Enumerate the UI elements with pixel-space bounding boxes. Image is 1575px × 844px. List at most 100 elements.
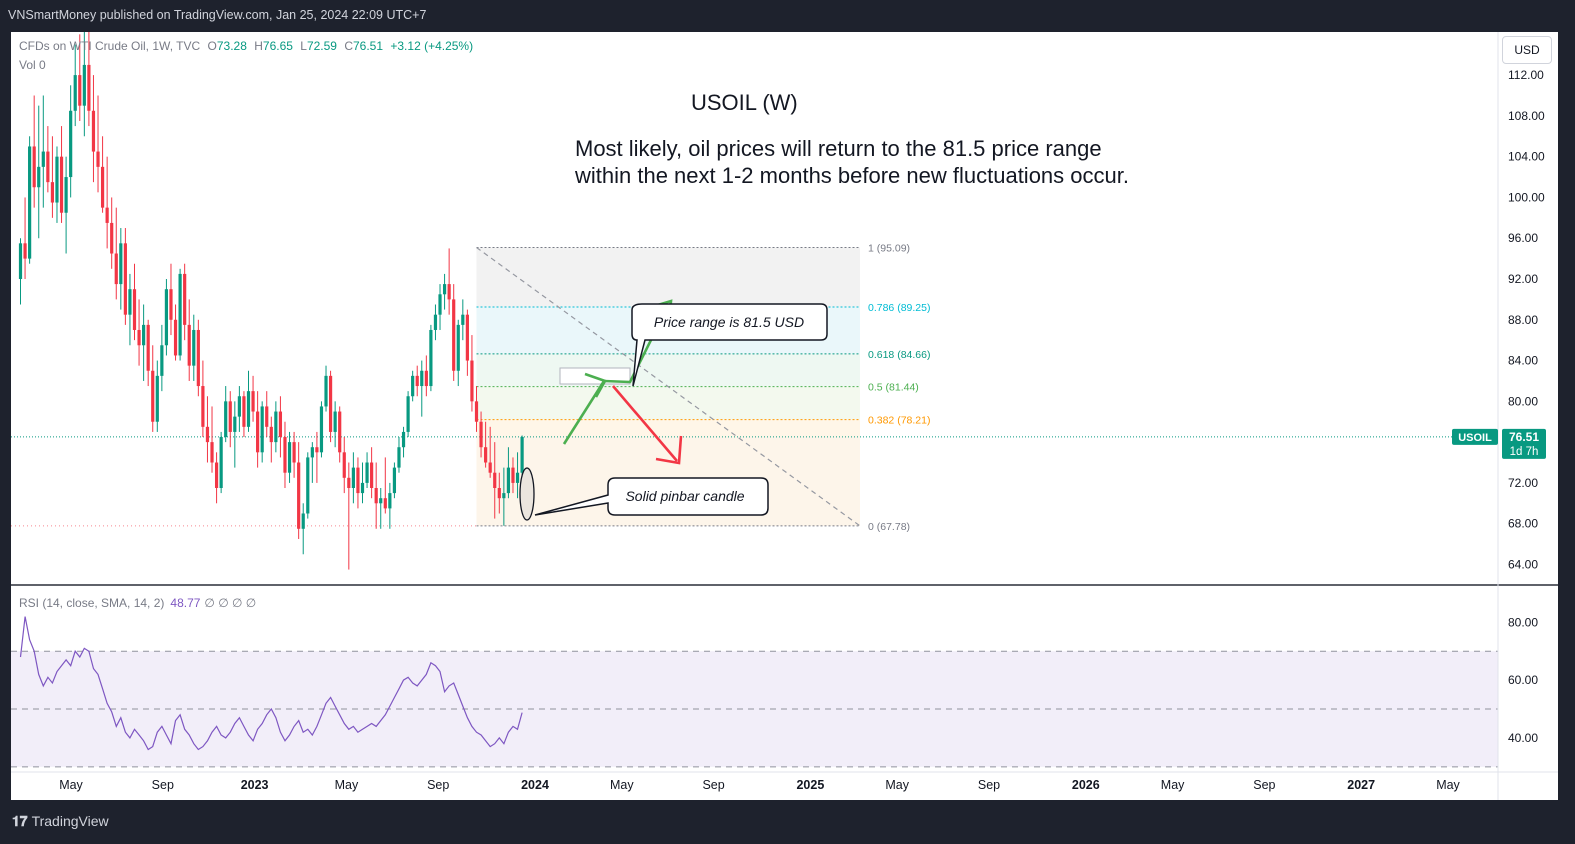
candle-body xyxy=(461,314,465,325)
arrow-down-head xyxy=(655,435,683,465)
candle-body xyxy=(383,498,387,509)
price-tick-label: 92.00 xyxy=(1508,272,1538,286)
candle-body xyxy=(474,401,479,422)
rsi-pane xyxy=(11,616,1498,768)
candle-body xyxy=(406,396,410,432)
candle-body xyxy=(105,207,109,223)
tradingview-logo[interactable]: 𝟏𝟕 TradingView xyxy=(12,813,109,830)
fib-trend-line xyxy=(476,247,861,527)
candle-body xyxy=(91,110,96,152)
time-tick-label: Sep xyxy=(1253,778,1275,792)
fib-level-label: 1 (95.09) xyxy=(868,242,910,254)
price-tick-label: 72.00 xyxy=(1508,476,1538,490)
last-price-text: 76.51 xyxy=(1509,430,1539,444)
tv-logo-icon: 𝟏𝟕 xyxy=(12,813,28,829)
candle-body xyxy=(356,467,360,494)
candle-body xyxy=(256,411,260,453)
candle-body xyxy=(324,375,328,407)
candle-body xyxy=(114,253,118,285)
annotation-line-2: within the next 1-2 months before new fl… xyxy=(575,163,1129,188)
rsi-legend: RSI (14, close, SMA, 14, 2) 48.77 ∅ ∅ ∅ ∅ xyxy=(19,596,256,610)
candle-body xyxy=(397,447,401,468)
symbol-tag xyxy=(1452,428,1498,445)
candle-body xyxy=(433,314,438,330)
candle-body xyxy=(260,406,264,453)
candle-body xyxy=(59,156,64,213)
axes: 64.0068.0072.0076.0080.0084.0088.0092.00… xyxy=(11,32,1558,800)
rsi-label: RSI (14, close, SMA, 14, 2) xyxy=(19,596,165,610)
candle-body xyxy=(23,243,27,259)
annotation-title: USOIL (W) xyxy=(691,90,798,115)
candle-body xyxy=(169,289,173,320)
candle-body xyxy=(278,411,283,438)
candle-body xyxy=(424,370,428,387)
publisher-text: VNSmartMoney published on TradingView.co… xyxy=(8,8,427,22)
fib-level-label: 0.5 (81.44) xyxy=(868,382,919,394)
candle-body xyxy=(306,457,310,514)
open-label: O xyxy=(207,39,217,53)
candle-body xyxy=(246,391,251,427)
candle-body xyxy=(242,396,246,427)
change-value: +3.12 (+4.25%) xyxy=(390,39,474,53)
candle-body xyxy=(78,75,82,106)
target-zone-box xyxy=(559,367,631,385)
symbol-name: CFDs on WTI Crude Oil, 1W, TVC xyxy=(19,39,201,53)
chart-frame[interactable]: 1 (95.09) 0.786 (89.25) 0.618 (84.66) 0.5 (… xyxy=(11,32,1558,800)
time-tick-label: May xyxy=(335,778,359,792)
candle-body xyxy=(497,487,501,499)
candle-body xyxy=(32,146,36,188)
candle-body xyxy=(310,447,314,458)
candle-body xyxy=(465,314,469,361)
candle-body xyxy=(452,299,456,371)
candle-body xyxy=(183,273,187,325)
price-tick-label: 112.00 xyxy=(1508,68,1544,82)
rsi-tick-label: 40.00 xyxy=(1508,731,1538,745)
candle-body xyxy=(164,289,169,346)
price-tick-label: 100.00 xyxy=(1508,190,1545,204)
candle-body xyxy=(82,64,86,106)
candle-body xyxy=(160,345,164,376)
arrow-up-head-1 xyxy=(584,372,607,398)
time-tick-label: Sep xyxy=(427,778,449,792)
time-tick-label: May xyxy=(885,778,909,792)
candle-body xyxy=(46,151,50,183)
candle-body xyxy=(228,401,232,432)
candle-body xyxy=(493,472,497,488)
drawings[interactable]: Price range is 81.5 USD Solid pinbar cand… xyxy=(519,299,828,521)
annotation-line-1: Most likely, oil prices will return to t… xyxy=(575,136,1102,161)
symbol-tag-text: USOIL xyxy=(1458,432,1492,444)
candle-body xyxy=(429,329,433,387)
candle-body xyxy=(392,467,397,494)
currency-button[interactable]: USD xyxy=(1502,36,1552,64)
candle-body xyxy=(151,370,155,422)
candle-body xyxy=(515,472,520,483)
time-tick-label: 2027 xyxy=(1347,778,1375,792)
price-tick-label: 64.00 xyxy=(1508,557,1538,571)
fib-level-label: 0.786 (89.25) xyxy=(868,302,930,314)
candle-body xyxy=(210,442,214,463)
low-label: L xyxy=(300,39,307,53)
candle-body xyxy=(237,396,241,417)
candle-body xyxy=(274,411,278,443)
candle-body xyxy=(520,436,524,473)
candle-body xyxy=(411,375,415,397)
candle-body xyxy=(41,151,45,167)
chart-canvas[interactable]: 1 (95.09) 0.786 (89.25) 0.618 (84.66) 0.5 (… xyxy=(11,32,1558,800)
fib-level-label: 0 (67.78) xyxy=(868,521,910,533)
close-label: C xyxy=(344,39,353,53)
projection-down-arrow xyxy=(612,385,678,462)
candle-body xyxy=(269,426,273,443)
rsi-line xyxy=(19,616,523,751)
open-value: 73.28 xyxy=(216,39,247,53)
price-tick-label: 68.00 xyxy=(1508,517,1538,531)
candle-body xyxy=(18,243,23,280)
candle-body xyxy=(379,498,383,504)
candle-body xyxy=(511,467,515,483)
candle-body xyxy=(338,411,342,453)
time-tick-label: Sep xyxy=(152,778,174,792)
price-tick-label: 88.00 xyxy=(1508,313,1538,327)
candle-body xyxy=(187,324,191,366)
candle-body xyxy=(342,452,346,478)
candle-body xyxy=(283,437,287,473)
fib-zone xyxy=(476,247,860,308)
